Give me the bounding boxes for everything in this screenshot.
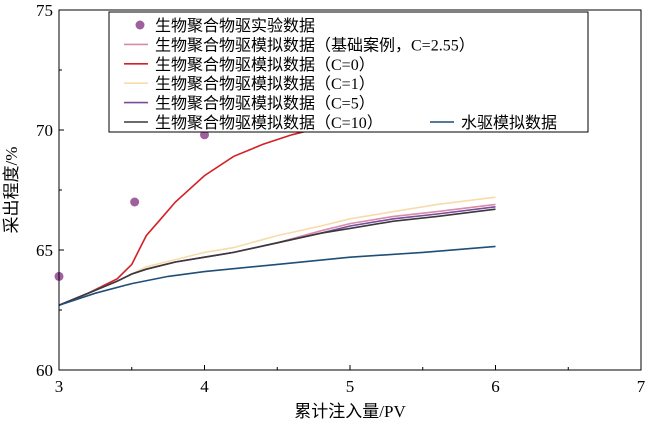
y-axis-title: 采出程度/% <box>2 147 21 234</box>
x-tick-label: 7 <box>637 377 646 396</box>
x-tick-label: 6 <box>491 377 500 396</box>
y-tick-label: 70 <box>36 121 53 140</box>
y-tick-label: 65 <box>36 241 53 260</box>
legend-label-0: 生物聚合物驱模拟数据（基础案例，C=2.55） <box>155 36 475 54</box>
legend-label-3: 生物聚合物驱模拟数据（C=5） <box>155 95 375 113</box>
series-line-5 <box>58 245 496 306</box>
series-line-3 <box>58 206 496 306</box>
legend-box <box>108 11 589 133</box>
x-tick-label: 3 <box>55 377 64 396</box>
y-tick-label: 75 <box>36 1 53 20</box>
y-tick-label: 60 <box>36 361 53 380</box>
plot-area <box>54 103 500 306</box>
tick-labels: 3 4 5 6 7 60 65 70 75 <box>36 1 646 396</box>
legend-label-5: 水驱模拟数据 <box>461 114 557 132</box>
x-axis-title: 累计注入量/PV <box>294 402 406 421</box>
x-tick-label: 4 <box>200 377 209 396</box>
legend-label-experimental: 生物聚合物驱实验数据 <box>155 17 315 35</box>
experimental-point <box>200 130 209 140</box>
series-line-0 <box>58 203 496 306</box>
legend-label-1: 生物聚合物驱模拟数据（C=0） <box>155 56 375 74</box>
x-tick-label: 5 <box>346 377 355 396</box>
legend-label-4: 生物聚合物驱模拟数据（C=10） <box>155 114 383 132</box>
experimental-point <box>130 197 140 207</box>
legend-marker-experimental <box>135 20 145 30</box>
series-line-4 <box>58 208 496 306</box>
legend-label-2: 生物聚合物驱模拟数据（C=1） <box>155 75 375 93</box>
axes <box>58 9 642 371</box>
